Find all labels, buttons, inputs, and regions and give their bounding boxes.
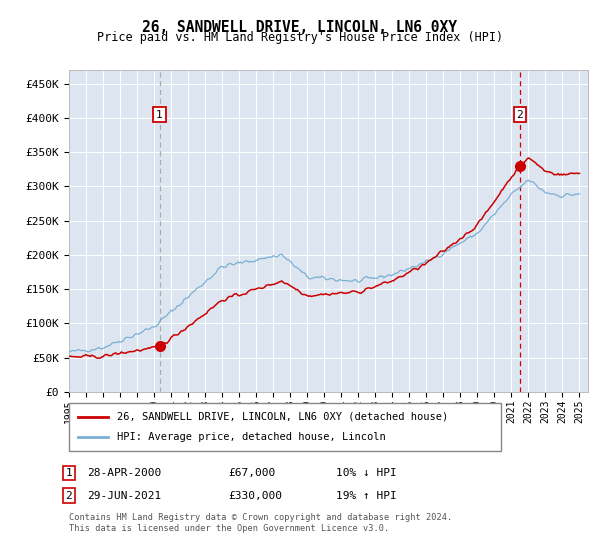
- Text: 26, SANDWELL DRIVE, LINCOLN, LN6 0XY: 26, SANDWELL DRIVE, LINCOLN, LN6 0XY: [143, 20, 458, 35]
- Text: 1: 1: [156, 110, 163, 119]
- Text: HPI: Average price, detached house, Lincoln: HPI: Average price, detached house, Linc…: [116, 432, 385, 442]
- Text: 2: 2: [65, 491, 73, 501]
- Text: 2: 2: [517, 110, 523, 119]
- FancyBboxPatch shape: [69, 403, 501, 451]
- Text: £67,000: £67,000: [228, 468, 275, 478]
- Text: 26, SANDWELL DRIVE, LINCOLN, LN6 0XY (detached house): 26, SANDWELL DRIVE, LINCOLN, LN6 0XY (de…: [116, 412, 448, 422]
- Text: Price paid vs. HM Land Registry's House Price Index (HPI): Price paid vs. HM Land Registry's House …: [97, 31, 503, 44]
- Text: Contains HM Land Registry data © Crown copyright and database right 2024.: Contains HM Land Registry data © Crown c…: [69, 513, 452, 522]
- Text: 10% ↓ HPI: 10% ↓ HPI: [336, 468, 397, 478]
- Text: 1: 1: [65, 468, 73, 478]
- Text: £330,000: £330,000: [228, 491, 282, 501]
- Text: 28-APR-2000: 28-APR-2000: [87, 468, 161, 478]
- Text: 29-JUN-2021: 29-JUN-2021: [87, 491, 161, 501]
- Text: This data is licensed under the Open Government Licence v3.0.: This data is licensed under the Open Gov…: [69, 524, 389, 533]
- Text: 19% ↑ HPI: 19% ↑ HPI: [336, 491, 397, 501]
